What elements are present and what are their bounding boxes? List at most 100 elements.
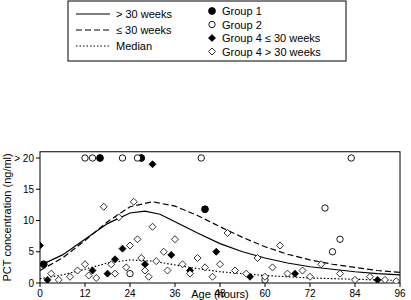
legend-line [76,29,110,30]
point [329,249,335,255]
legend-label: Group 1 [222,5,262,17]
y-tick-label: 5 [28,246,34,257]
point [299,267,306,274]
x-tick [310,283,311,287]
point [243,270,250,277]
point [149,223,156,230]
point [134,155,140,161]
point [89,155,95,161]
point [194,255,201,262]
point [112,270,119,277]
x-tick [265,283,266,287]
point [115,214,122,221]
point [352,276,359,283]
point [318,261,325,268]
point [224,230,231,237]
x-tick-label: 24 [124,288,136,299]
curve [40,211,400,275]
point [348,155,354,161]
point [160,248,167,255]
point [367,273,374,280]
y-tick [36,189,40,190]
point [85,272,92,279]
x-tick [355,283,356,287]
point [187,270,194,277]
point [153,258,160,265]
legend-label: Group 2 [222,19,262,31]
legend-label: Median [116,40,152,52]
x-tick [130,283,131,287]
point [262,273,269,280]
point [209,273,216,280]
point [67,273,74,280]
curve [40,202,400,273]
legend-marker [209,35,216,42]
x-tick [85,283,86,287]
legend-label: ≤ 30 weeks [116,24,172,36]
point [44,276,51,283]
point [337,236,343,242]
point [202,264,209,271]
x-tick [220,283,221,287]
x-tick [400,283,401,287]
y-axis-label: PCT concentration (ng/ml) [1,153,13,281]
x-tick-label: 84 [349,288,361,299]
point [307,273,314,280]
point [198,155,204,161]
point [149,161,156,168]
legend-line [76,13,110,14]
point [382,276,389,283]
point [40,242,44,249]
x-tick-label: 0 [37,288,43,299]
point [254,255,261,262]
y-tick-label: 10 [23,215,35,226]
legend-label: Group 4 > 30 weeks [222,46,321,58]
point [130,198,137,205]
x-tick [175,283,176,287]
plot-frame [40,152,400,283]
x-tick-label: 72 [304,288,316,299]
legend-line [76,45,110,46]
point [322,205,328,211]
point [82,155,88,161]
y-tick-label: > 20 [14,153,34,164]
y-tick-label: 15 [23,184,35,195]
x-tick [40,283,41,287]
point [127,270,133,276]
x-tick-label: 12 [79,288,91,299]
point [93,275,100,282]
point [393,278,400,283]
point [104,270,111,277]
point [164,267,171,274]
point [48,270,55,277]
y-tick [36,251,40,252]
point [134,236,141,243]
point [138,255,145,262]
point [232,267,239,274]
point [100,203,107,210]
point [337,270,344,277]
curve [40,260,400,281]
point [82,261,89,268]
point [74,267,81,274]
point [119,155,125,161]
y-tick-label: 0 [28,278,34,289]
point [55,276,62,283]
legend-label: > 30 weeks [116,8,172,20]
legend-marker [209,48,216,55]
point [374,276,381,283]
legend-box [68,1,346,61]
point [179,261,186,268]
point [127,242,134,249]
point [97,155,104,162]
point [172,236,179,243]
y-tick [36,283,40,284]
point [269,264,276,271]
point [142,267,149,274]
legend-label: Group 4 ≤ 30 weeks [222,32,321,44]
point [40,261,47,268]
point [277,242,284,249]
point [202,206,209,213]
point [119,245,126,252]
x-tick-label: 36 [169,288,181,299]
